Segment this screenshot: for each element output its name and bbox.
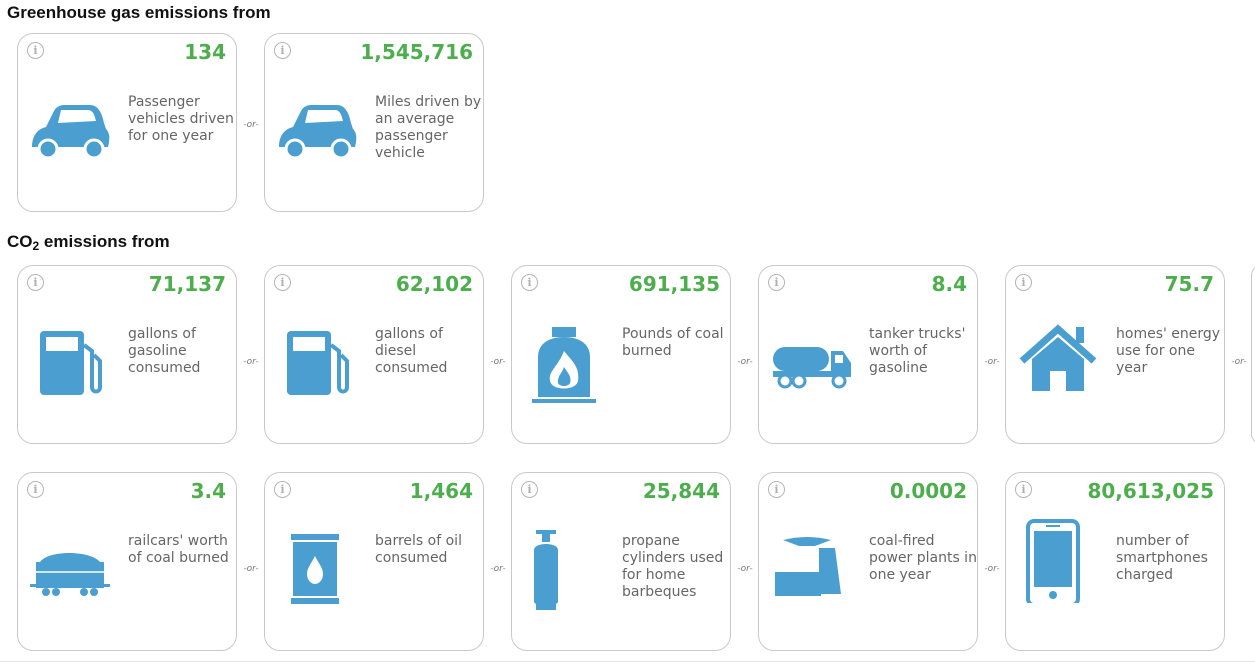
equivalency-card-smartphones: i 80,613,025 number of smartphones charg… [1005, 472, 1225, 651]
info-icon[interactable]: i [768, 481, 785, 498]
smartphone-icon [1016, 519, 1100, 603]
equivalency-label: homes' energy use for one year [1116, 326, 1221, 376]
or-separator: -or- [237, 120, 265, 130]
or-separator: -or- [484, 357, 512, 367]
equivalency-value: 71,137 [148, 272, 226, 296]
equivalency-label: tanker trucks' worth of gasoline [869, 326, 966, 376]
equivalency-value: 1,545,716 [360, 40, 473, 64]
co2-title-suffix: emissions from [39, 232, 170, 251]
equivalency-value: 25,844 [642, 479, 720, 503]
equivalency-value: 134 [184, 40, 226, 64]
divider [0, 661, 1255, 662]
car-icon [28, 89, 112, 173]
equivalency-card-passenger-vehicles: i 134 Passenger vehicles driven for one … [17, 33, 237, 212]
or-separator: -or- [484, 564, 512, 574]
tanker-truck-icon [769, 321, 853, 405]
equivalency-label: Pounds of coal burned [622, 326, 724, 359]
home-icon [1016, 321, 1100, 405]
equivalency-card-propane: i 25,844 propane cylinders used for home… [511, 472, 731, 651]
coal-fire-icon [522, 321, 606, 405]
equivalency-card-coal: i 691,135 Pounds of coal burned [511, 265, 731, 444]
equivalency-card-railcars: i 3.4 railcars' worth of coal burned [17, 472, 237, 651]
ghg-section-title: Greenhouse gas emissions from [7, 3, 271, 22]
equivalency-card-tanker-trucks: i 8.4 tanker trucks' worth of gasoline [758, 265, 978, 444]
car-icon [275, 89, 359, 173]
info-icon[interactable]: i [27, 274, 44, 291]
oil-barrel-icon [275, 528, 359, 612]
or-separator: -or- [731, 564, 759, 574]
equivalency-label: coal-fired power plants in one year [869, 533, 977, 583]
info-icon[interactable]: i [1015, 481, 1032, 498]
gas-pump-icon [28, 321, 112, 405]
or-separator: -or- [1225, 357, 1253, 367]
or-separator: -or- [978, 564, 1006, 574]
equivalency-label: gallons of gasoline consumed [128, 326, 201, 376]
equivalency-card-miles-driven: i 1,545,716 Miles driven by an average p… [264, 33, 484, 212]
railcar-icon [28, 528, 112, 612]
info-icon[interactable]: i [274, 42, 291, 59]
or-separator: -or- [978, 357, 1006, 367]
co2-title-prefix: CO [7, 232, 33, 251]
info-icon[interactable]: i [768, 274, 785, 291]
equivalency-label: propane cylinders used for home barbeque… [622, 533, 724, 600]
equivalency-value: 1,464 [409, 479, 473, 503]
equivalency-label: number of smartphones charged [1116, 533, 1208, 583]
equivalency-value: 8.4 [931, 272, 967, 296]
equivalency-value: 691,135 [628, 272, 720, 296]
propane-cylinder-icon [522, 528, 606, 612]
info-icon[interactable]: i [274, 274, 291, 291]
gas-pump-icon [275, 321, 359, 405]
info-icon[interactable]: i [27, 42, 44, 59]
equivalency-label: Passenger vehicles driven for one year [128, 94, 234, 144]
equivalency-card-oil-barrels: i 1,464 barrels of oil consumed [264, 472, 484, 651]
equivalency-value: 3.4 [190, 479, 226, 503]
info-icon[interactable]: i [521, 274, 538, 291]
equivalency-label: railcars' worth of coal burned [128, 533, 229, 566]
equivalency-label: barrels of oil consumed [375, 533, 462, 566]
co2-title-subscript: 2 [32, 239, 40, 253]
equivalency-value: 75.7 [1164, 272, 1214, 296]
equivalency-card-homes: i 75.7 homes' energy use for one year [1005, 265, 1225, 444]
equivalency-card-gasoline: i 71,137 gallons of gasoline consumed [17, 265, 237, 444]
info-icon[interactable]: i [1015, 274, 1032, 291]
or-separator: -or- [731, 357, 759, 367]
or-separator: -or- [237, 564, 265, 574]
info-icon[interactable]: i [27, 481, 44, 498]
equivalency-value: 80,613,025 [1087, 479, 1214, 503]
equivalency-card-partial [1251, 265, 1255, 444]
info-icon[interactable]: i [274, 481, 291, 498]
equivalency-card-power-plants: i 0.0002 coal-fired power plants in one … [758, 472, 978, 651]
info-icon[interactable]: i [521, 481, 538, 498]
equivalency-label: gallons of diesel consumed [375, 326, 448, 376]
equivalency-value: 62,102 [395, 272, 473, 296]
equivalency-card-diesel: i 62,102 gallons of diesel consumed [264, 265, 484, 444]
co2-section-title: CO2 emissions from [7, 232, 170, 253]
power-plant-icon [769, 528, 853, 612]
or-separator: -or- [237, 357, 265, 367]
equivalency-label: Miles driven by an average passenger veh… [375, 94, 482, 161]
equivalency-value: 0.0002 [889, 479, 967, 503]
